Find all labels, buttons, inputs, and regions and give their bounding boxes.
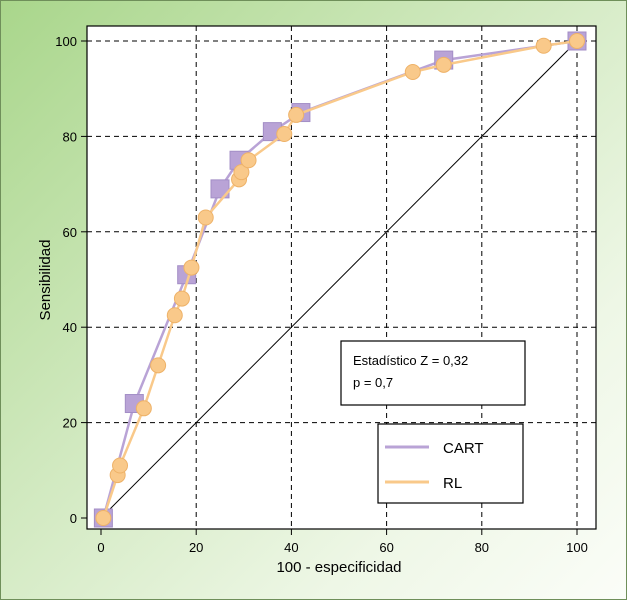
data-point-rl bbox=[183, 259, 200, 276]
data-point-rl bbox=[535, 37, 552, 54]
legend-label-rl: RL bbox=[443, 475, 462, 492]
reference-diagonal bbox=[100, 40, 578, 519]
y-tick-label: 20 bbox=[63, 416, 77, 431]
x-axis-label: 100 - especificidad bbox=[276, 559, 401, 576]
data-point-rl bbox=[569, 33, 585, 49]
data-point-rl bbox=[240, 152, 257, 169]
data-point-rl bbox=[173, 290, 190, 307]
x-tick-label: 0 bbox=[97, 540, 104, 555]
y-tick-label: 60 bbox=[63, 225, 77, 240]
x-tick-label: 80 bbox=[475, 540, 489, 555]
annotation-line-1: Estadístico Z = 0,32 bbox=[353, 353, 468, 368]
series-layer bbox=[93, 31, 587, 528]
axis-ticks: 0 20 40 60 80 100 0 20 40 60 80 100 bbox=[55, 34, 588, 555]
series-rl bbox=[95, 33, 585, 526]
legend-label-cart: CART bbox=[443, 440, 484, 457]
annotation-line-2: p = 0,7 bbox=[353, 375, 393, 390]
y-tick-label: 40 bbox=[63, 320, 77, 335]
data-point-rl bbox=[404, 64, 421, 81]
data-point-rl bbox=[150, 357, 167, 374]
data-point-rl bbox=[435, 56, 452, 73]
y-axis-label: Sensibilidad bbox=[37, 240, 54, 321]
data-point-rl bbox=[95, 510, 112, 526]
x-tick-label: 60 bbox=[379, 540, 393, 555]
data-point-rl bbox=[276, 126, 293, 143]
data-point-rl bbox=[166, 307, 183, 324]
data-point-rl bbox=[135, 400, 152, 417]
data-point-rl bbox=[112, 457, 129, 474]
data-point-cart bbox=[210, 179, 230, 199]
x-tick-label: 20 bbox=[189, 540, 203, 555]
x-tick-label: 100 bbox=[566, 540, 588, 555]
annotation-box bbox=[340, 340, 526, 406]
y-tick-label: 0 bbox=[70, 511, 77, 526]
x-tick-label: 40 bbox=[284, 540, 298, 555]
data-point-rl bbox=[197, 209, 214, 226]
legend-box bbox=[377, 423, 524, 504]
y-tick-label: 100 bbox=[55, 34, 77, 49]
data-point-rl bbox=[288, 106, 305, 123]
y-tick-label: 80 bbox=[63, 129, 77, 144]
data-point-rl bbox=[233, 164, 250, 181]
